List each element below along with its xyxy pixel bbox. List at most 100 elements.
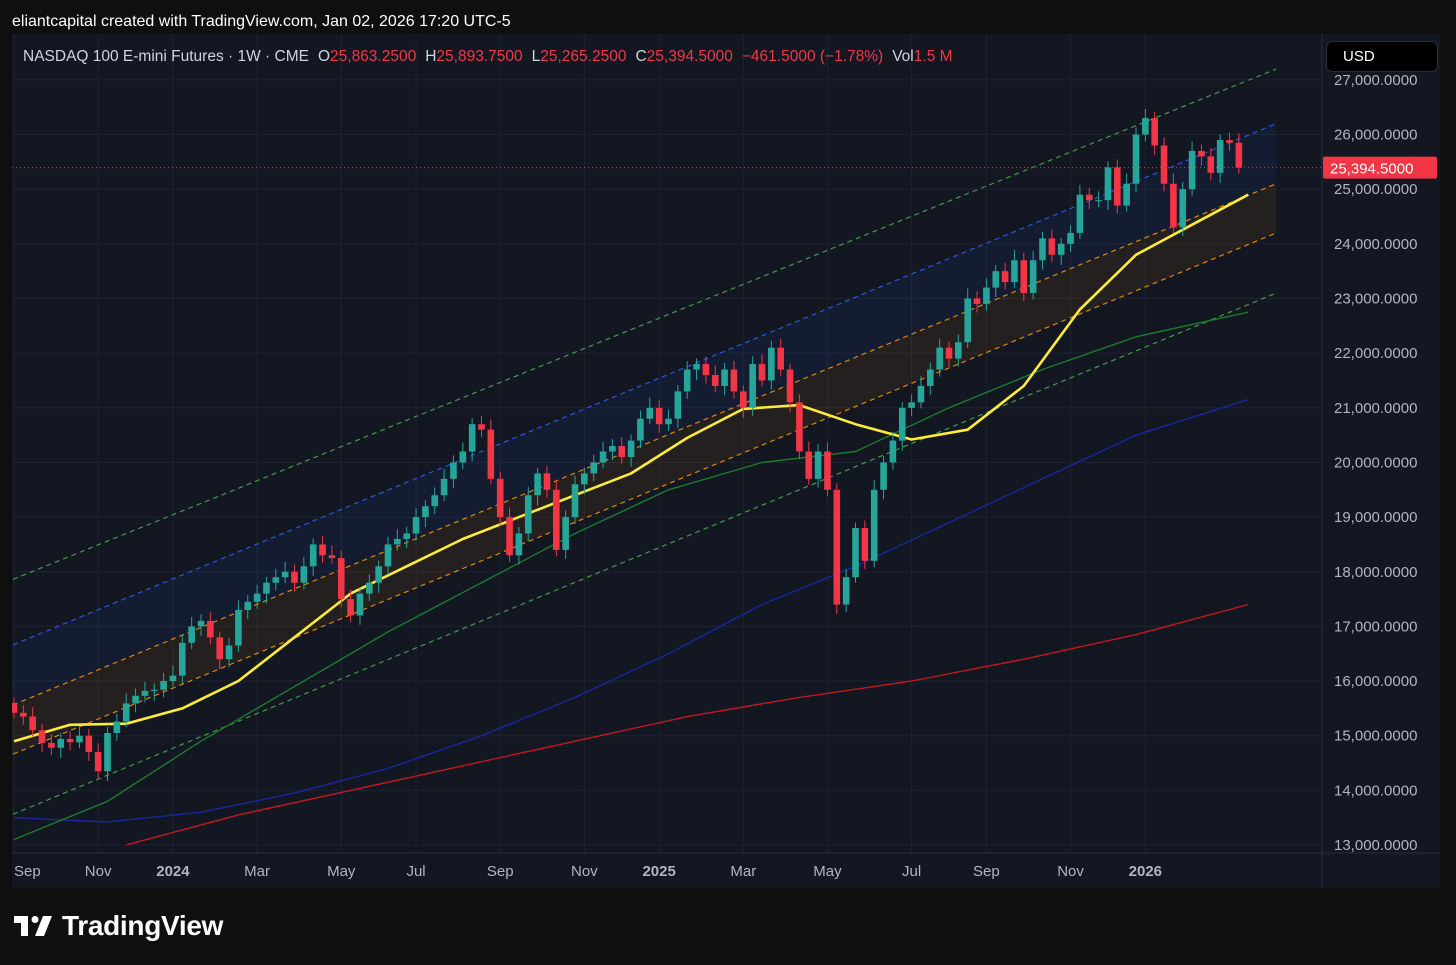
candle-body[interactable] <box>1170 183 1177 228</box>
candle-body[interactable] <box>524 495 532 534</box>
candle-body[interactable] <box>1188 150 1196 190</box>
candle-body[interactable] <box>12 702 18 713</box>
candle-body[interactable] <box>992 271 1000 288</box>
candle-body[interactable] <box>1151 118 1158 146</box>
candle-body[interactable] <box>235 610 242 646</box>
candle-body[interactable] <box>749 364 756 408</box>
currency-button[interactable]: USD <box>1326 41 1438 72</box>
candle-body[interactable] <box>730 369 738 392</box>
candle-body[interactable] <box>515 533 523 556</box>
candle-body[interactable] <box>412 517 420 534</box>
candle-body[interactable] <box>487 429 495 479</box>
candle-body[interactable] <box>964 298 971 343</box>
candle-body[interactable] <box>506 517 513 556</box>
candle-body[interactable] <box>711 375 719 386</box>
candle-body[interactable] <box>66 738 74 743</box>
candle-body[interactable] <box>1160 145 1168 184</box>
candle-body[interactable] <box>1235 142 1243 168</box>
candle-body[interactable] <box>1207 156 1215 173</box>
candle-body[interactable] <box>422 506 429 518</box>
candle-body[interactable] <box>842 577 850 605</box>
candle-body[interactable] <box>459 451 467 463</box>
candle-body[interactable] <box>300 566 308 583</box>
candle-body[interactable] <box>627 440 635 457</box>
candle-body[interactable] <box>403 533 410 539</box>
candle-body[interactable] <box>337 558 345 600</box>
candle-body[interactable] <box>973 298 981 304</box>
candle-body[interactable] <box>1114 167 1121 206</box>
candle-body[interactable] <box>768 347 775 381</box>
candle-body[interactable] <box>908 402 915 408</box>
candle-body[interactable] <box>253 593 261 602</box>
candle-body[interactable] <box>1198 150 1205 157</box>
candle-body[interactable] <box>188 626 195 643</box>
candle-body[interactable] <box>618 446 626 457</box>
candle-body[interactable] <box>132 695 139 704</box>
candle-body[interactable] <box>1057 243 1065 255</box>
candle-body[interactable] <box>197 620 205 627</box>
candle-body[interactable] <box>721 369 728 386</box>
candle-body[interactable] <box>347 599 354 616</box>
candle-body[interactable] <box>1216 140 1224 173</box>
candle-body[interactable] <box>141 690 149 696</box>
candle-body[interactable] <box>562 517 569 550</box>
candle-body[interactable] <box>225 645 233 660</box>
candle-body[interactable] <box>1001 271 1009 283</box>
candle-body[interactable] <box>786 369 794 403</box>
candle-body[interactable] <box>1048 238 1056 255</box>
candle-body[interactable] <box>655 407 663 425</box>
candle-body[interactable] <box>1029 260 1037 294</box>
candle-body[interactable] <box>263 582 270 594</box>
candle-body[interactable] <box>468 424 476 452</box>
candle-body[interactable] <box>394 538 401 545</box>
candle-body[interactable] <box>1067 232 1074 244</box>
candle-body[interactable] <box>207 620 214 638</box>
candle-body[interactable] <box>898 407 906 441</box>
candle-body[interactable] <box>309 544 317 567</box>
candle-body[interactable] <box>216 637 223 660</box>
candle-body[interactable] <box>805 451 813 479</box>
symbol-label[interactable]: NASDAQ 100 E-mini Futures · 1W · CME <box>23 48 309 65</box>
candle-body[interactable] <box>48 742 55 748</box>
candle-body[interactable] <box>955 342 962 359</box>
price-chart[interactable]: 27,000.0000 26,000.0000 25,000.0000 24,000.… <box>12 34 1440 888</box>
candle-body[interactable] <box>122 703 130 722</box>
candle-body[interactable] <box>833 489 841 605</box>
candle-body[interactable] <box>160 681 167 690</box>
candle-body[interactable] <box>20 712 27 717</box>
candle-body[interactable] <box>496 478 504 518</box>
candle-body[interactable] <box>599 451 607 463</box>
candle-body[interactable] <box>1104 167 1112 201</box>
candle-body[interactable] <box>179 642 186 676</box>
candle-body[interactable] <box>534 473 541 496</box>
candle-body[interactable] <box>581 473 588 485</box>
candle-body[interactable] <box>244 601 252 611</box>
candle-body[interactable] <box>94 752 102 772</box>
candle-body[interactable] <box>777 347 784 370</box>
candle-body[interactable] <box>758 364 766 381</box>
candle-body[interactable] <box>150 689 158 691</box>
candle-body[interactable] <box>1179 189 1187 228</box>
candle-body[interactable] <box>113 721 121 733</box>
candle-body[interactable] <box>983 287 990 304</box>
candle-body[interactable] <box>683 369 691 392</box>
candle-body[interactable] <box>609 446 616 452</box>
candle-body[interactable] <box>861 528 869 561</box>
candle-body[interactable] <box>1039 238 1046 261</box>
candle-body[interactable] <box>431 495 439 507</box>
candle-body[interactable] <box>880 462 887 490</box>
candle-body[interactable] <box>450 462 457 479</box>
candle-body[interactable] <box>76 735 83 743</box>
candle-body[interactable] <box>945 347 953 359</box>
candle-body[interactable] <box>104 732 111 772</box>
candle-body[interactable] <box>440 478 448 496</box>
candle-body[interactable] <box>375 566 382 583</box>
candle-body[interactable] <box>281 571 289 578</box>
candle-body[interactable] <box>1085 194 1093 201</box>
candle-body[interactable] <box>366 582 373 594</box>
candle-body[interactable] <box>328 555 336 559</box>
candle-body[interactable] <box>917 385 925 403</box>
candle-body[interactable] <box>169 675 177 682</box>
candle-body[interactable] <box>1020 260 1028 294</box>
candle-body[interactable] <box>936 347 943 370</box>
